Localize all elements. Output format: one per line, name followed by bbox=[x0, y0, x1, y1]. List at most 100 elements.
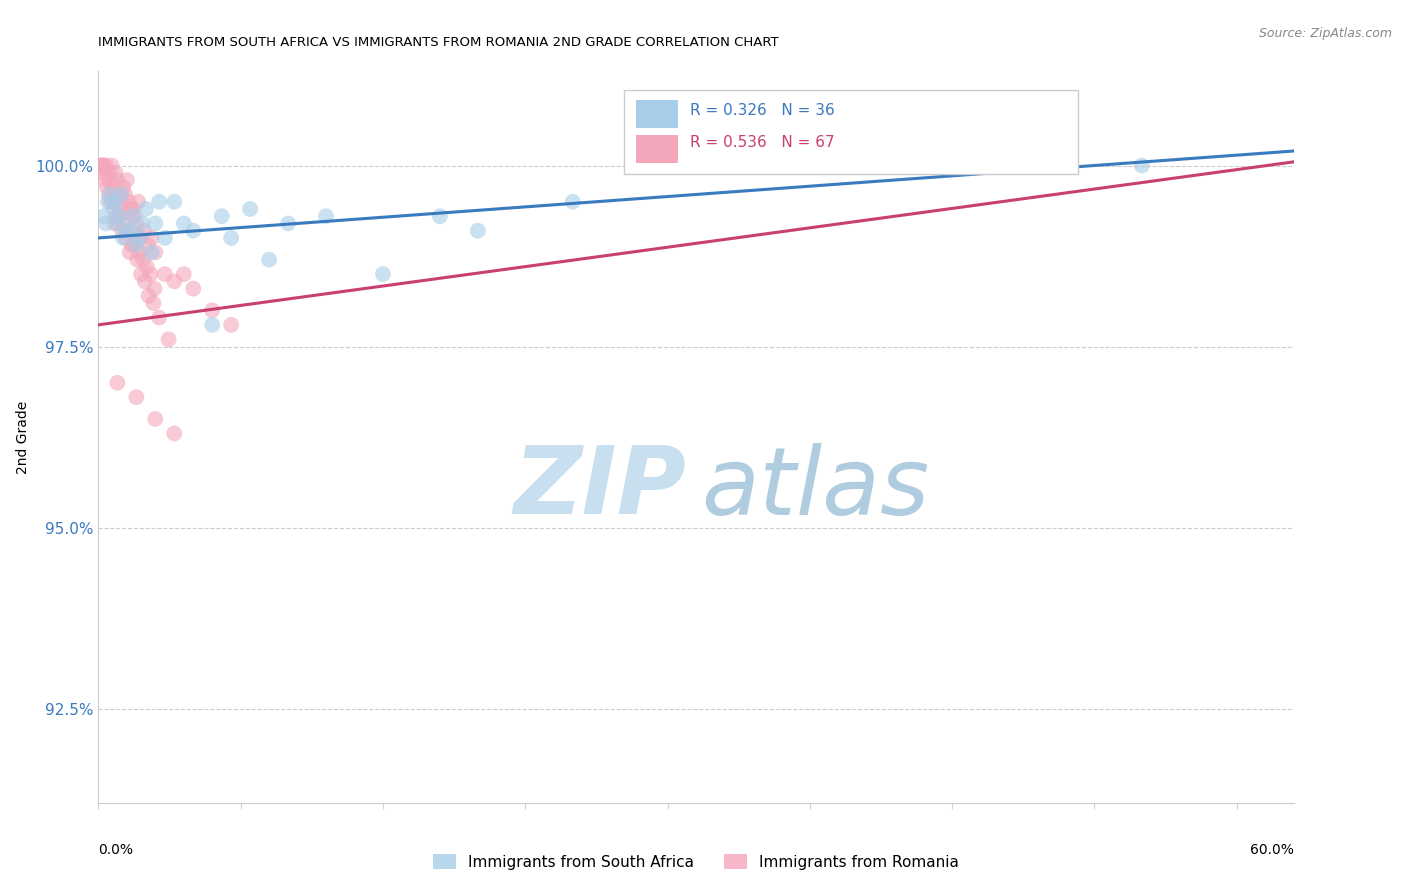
Point bbox=[107, 209, 129, 223]
Point bbox=[157, 332, 180, 346]
Y-axis label: 2nd Grade: 2nd Grade bbox=[15, 401, 30, 474]
Point bbox=[98, 187, 121, 202]
Point bbox=[163, 274, 186, 288]
Point bbox=[94, 216, 117, 230]
Point bbox=[115, 231, 138, 245]
Point bbox=[163, 194, 186, 209]
Point bbox=[125, 238, 148, 252]
Point bbox=[134, 274, 156, 288]
Point bbox=[125, 390, 148, 404]
Point bbox=[371, 267, 394, 281]
Point bbox=[131, 216, 153, 230]
Point bbox=[129, 231, 152, 245]
Point bbox=[105, 173, 128, 187]
Point bbox=[112, 231, 135, 245]
Point bbox=[122, 238, 145, 252]
Point bbox=[173, 267, 195, 281]
Point bbox=[128, 245, 150, 260]
Point bbox=[135, 202, 157, 216]
Point bbox=[111, 224, 134, 238]
Legend: Immigrants from South Africa, Immigrants from Romania: Immigrants from South Africa, Immigrants… bbox=[426, 847, 966, 876]
Point bbox=[257, 252, 280, 267]
Point bbox=[132, 252, 155, 267]
Point bbox=[148, 194, 170, 209]
Point bbox=[112, 180, 135, 194]
Point bbox=[181, 282, 204, 296]
Point bbox=[94, 173, 117, 187]
Point bbox=[90, 159, 112, 173]
Point bbox=[104, 194, 127, 209]
Text: R = 0.536   N = 67: R = 0.536 N = 67 bbox=[690, 135, 835, 150]
Point bbox=[148, 310, 170, 325]
Point bbox=[173, 216, 195, 230]
Point bbox=[138, 289, 160, 303]
FancyBboxPatch shape bbox=[624, 90, 1078, 174]
Point bbox=[89, 159, 111, 173]
Point bbox=[1130, 159, 1153, 173]
Point bbox=[141, 231, 163, 245]
Point bbox=[181, 224, 204, 238]
Point bbox=[561, 194, 583, 209]
Point bbox=[103, 202, 125, 216]
Point bbox=[105, 216, 128, 230]
Point bbox=[93, 209, 115, 223]
Point bbox=[239, 202, 262, 216]
Point bbox=[117, 224, 139, 238]
Point bbox=[125, 216, 148, 230]
Text: ZIP: ZIP bbox=[515, 442, 686, 534]
Point bbox=[211, 209, 233, 223]
Point bbox=[153, 267, 176, 281]
Point bbox=[97, 194, 120, 209]
Point bbox=[103, 180, 125, 194]
Point bbox=[201, 303, 224, 318]
Point bbox=[110, 202, 132, 216]
Point bbox=[124, 209, 146, 223]
Point bbox=[143, 245, 166, 260]
Point bbox=[129, 231, 152, 245]
Point bbox=[153, 231, 176, 245]
Point bbox=[110, 194, 132, 209]
Point bbox=[97, 166, 120, 180]
Point bbox=[429, 209, 451, 223]
Point bbox=[143, 412, 166, 426]
Point bbox=[108, 187, 131, 202]
Point bbox=[118, 245, 141, 260]
Point bbox=[124, 231, 146, 245]
Point bbox=[97, 187, 120, 202]
Point bbox=[141, 245, 163, 260]
FancyBboxPatch shape bbox=[636, 100, 678, 128]
FancyBboxPatch shape bbox=[636, 135, 678, 162]
Point bbox=[127, 252, 149, 267]
Point bbox=[112, 216, 135, 230]
Point bbox=[120, 202, 142, 216]
Point bbox=[121, 238, 143, 252]
Point bbox=[121, 202, 143, 216]
Point bbox=[118, 194, 141, 209]
Text: IMMIGRANTS FROM SOUTH AFRICA VS IMMIGRANTS FROM ROMANIA 2ND GRADE CORRELATION CH: IMMIGRANTS FROM SOUTH AFRICA VS IMMIGRAN… bbox=[98, 36, 779, 49]
Point bbox=[132, 224, 155, 238]
Point bbox=[129, 267, 152, 281]
Point bbox=[91, 159, 114, 173]
Point bbox=[101, 194, 124, 209]
Point bbox=[114, 187, 136, 202]
Point bbox=[467, 224, 489, 238]
Point bbox=[93, 159, 115, 173]
Point bbox=[201, 318, 224, 332]
Point bbox=[105, 209, 128, 223]
Point bbox=[108, 209, 131, 223]
Point bbox=[104, 166, 127, 180]
Point bbox=[105, 376, 128, 390]
Point bbox=[219, 318, 242, 332]
Text: 60.0%: 60.0% bbox=[1250, 843, 1294, 857]
Point bbox=[163, 426, 186, 441]
Point bbox=[120, 224, 142, 238]
Point bbox=[110, 187, 132, 202]
Point bbox=[277, 216, 299, 230]
Point bbox=[127, 194, 149, 209]
Point bbox=[94, 159, 117, 173]
Point bbox=[98, 173, 121, 187]
Point bbox=[219, 231, 242, 245]
Point bbox=[143, 282, 166, 296]
Point bbox=[96, 180, 118, 194]
Text: R = 0.326   N = 36: R = 0.326 N = 36 bbox=[690, 103, 835, 118]
